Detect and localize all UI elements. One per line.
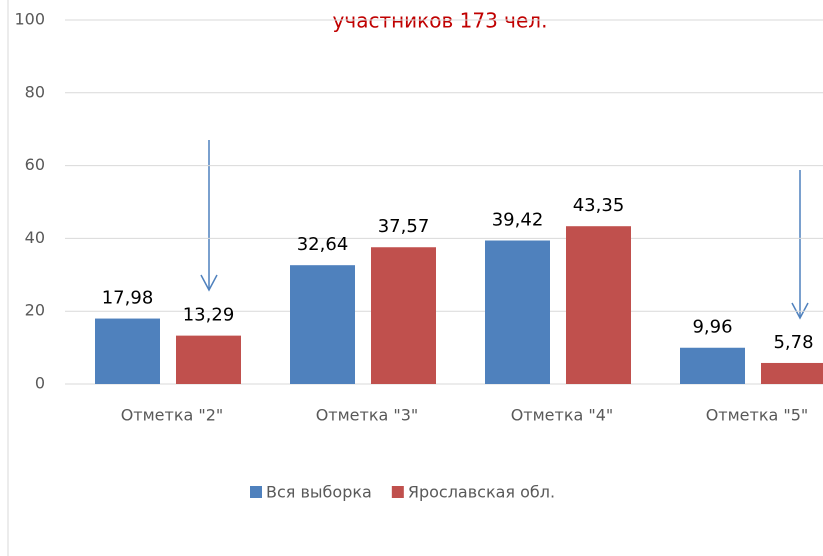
legend-swatch (391, 486, 404, 498)
x-tick-label: Отметка "4" (511, 406, 614, 425)
bar (761, 362, 823, 384)
bar (566, 226, 631, 384)
value-label: 17,98 (102, 288, 154, 309)
arrow (791, 170, 809, 320)
legend-label: Ярославская обл. (408, 483, 555, 502)
bar (95, 318, 160, 384)
legend-swatch (250, 486, 262, 498)
y-tick-label: 100 (14, 10, 45, 29)
value-label: 39,42 (492, 210, 544, 231)
x-tick-label: Отметка "3" (316, 406, 419, 425)
y-tick-label: 40 (25, 228, 45, 247)
value-label: 37,57 (378, 216, 430, 237)
bar (176, 335, 241, 384)
x-tick-label: Отметка "5" (706, 406, 809, 425)
y-tick-label: 0 (35, 374, 45, 393)
value-label: 13,29 (183, 305, 235, 326)
legend-label: Вся выборка (266, 483, 372, 502)
y-tick-label: 60 (25, 155, 45, 174)
bar (680, 347, 745, 384)
y-tick-label: 20 (25, 301, 45, 320)
value-label: 9,96 (692, 317, 732, 338)
value-label: 32,64 (297, 234, 349, 255)
bar (290, 265, 355, 384)
value-label: 43,35 (573, 195, 625, 216)
bar (485, 240, 550, 384)
x-tick-label: Отметка "2" (121, 406, 224, 425)
arrow (200, 140, 218, 292)
y-tick-label: 80 (25, 82, 45, 101)
value-label: 5,78 (773, 332, 813, 353)
bar (371, 247, 436, 384)
